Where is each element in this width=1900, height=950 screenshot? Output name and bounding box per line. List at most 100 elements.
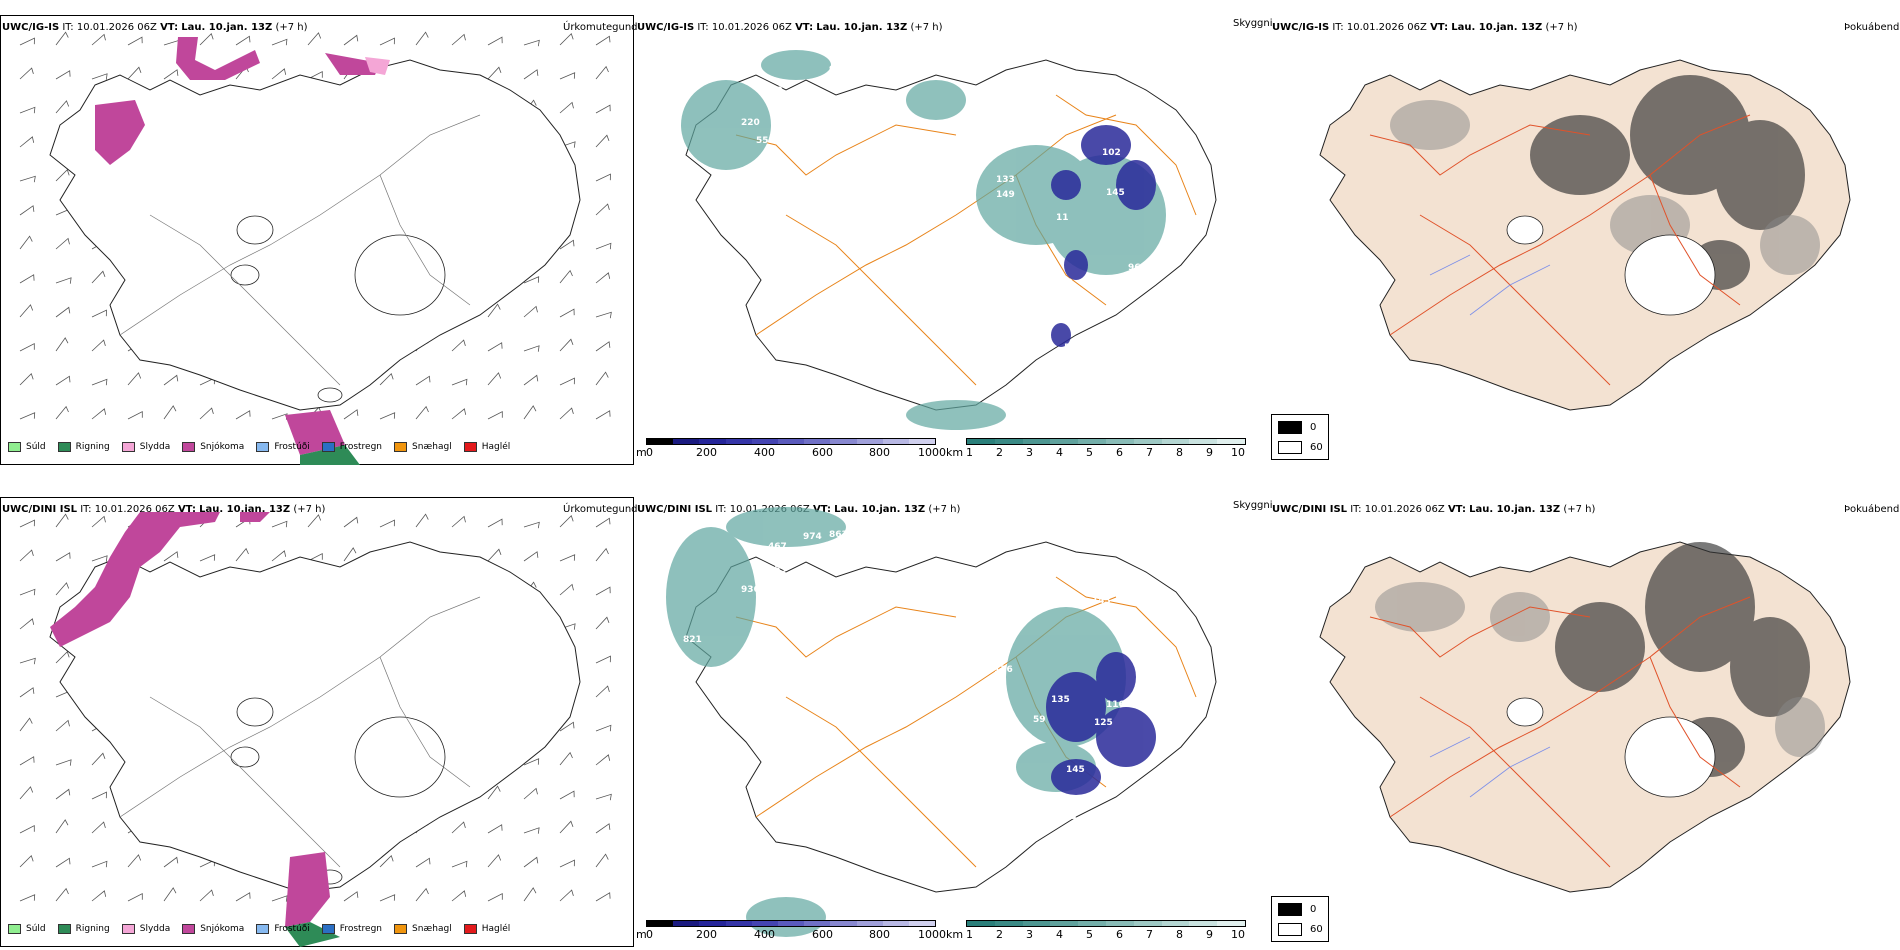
wind-barb-icon bbox=[523, 551, 539, 562]
wind-barb-icon bbox=[91, 378, 108, 386]
wind-barb-icon bbox=[91, 73, 108, 80]
wind-barb-icon bbox=[343, 547, 357, 562]
panel-header: UWC/IG-IS IT: 10.01.2026 06Z VT: Lau. 10… bbox=[637, 22, 943, 33]
wind-barb-icon bbox=[487, 854, 502, 868]
wind-barb-icon bbox=[163, 551, 179, 562]
roads bbox=[119, 114, 481, 386]
wind-barb-icon bbox=[487, 785, 501, 800]
vis-value-label: 153 bbox=[768, 565, 787, 575]
iceland-outline bbox=[49, 59, 581, 411]
wind-barb-icon bbox=[595, 892, 611, 902]
wind-barb-icon bbox=[91, 860, 108, 868]
wind-barb-icon bbox=[487, 66, 502, 80]
wind-barb-icon bbox=[595, 371, 609, 386]
wind-barb-icon bbox=[559, 721, 575, 732]
wind-barb-icon bbox=[91, 821, 106, 834]
wind-barb-icon bbox=[559, 101, 574, 114]
wind-barb-icon bbox=[379, 519, 395, 528]
wind-barb-icon bbox=[55, 375, 71, 386]
wind-barb-icon bbox=[271, 68, 287, 80]
wind-barb-icon bbox=[559, 859, 575, 868]
legend-swatch bbox=[57, 442, 71, 452]
visibility-map-row1: 966 289 323 220 559 111 98 102 133 149 1… bbox=[681, 50, 1217, 430]
wind-barb-icon bbox=[271, 895, 288, 902]
legend-swatch bbox=[256, 924, 270, 934]
wind-barb-icon bbox=[559, 820, 574, 834]
vis-value-label: 130 bbox=[1101, 530, 1120, 540]
wind-barb-icon bbox=[91, 890, 107, 902]
precip-type-legend: Súld Rigning Slydda Snjókoma Frostúði Fr… bbox=[8, 924, 522, 934]
wind-barb-icon bbox=[55, 552, 71, 562]
panel-header: UWC/DINI ISL IT: 10.01.2026 06Z VT: Lau.… bbox=[2, 504, 326, 515]
glaciers bbox=[230, 215, 446, 403]
wind-barb-icon bbox=[19, 274, 35, 284]
precip-rain-area bbox=[300, 445, 360, 465]
wind-barb-icon bbox=[55, 306, 71, 318]
wind-barb-icon bbox=[163, 887, 177, 902]
wind-barb-icon bbox=[523, 345, 540, 352]
wind-barb-icon bbox=[559, 338, 574, 352]
vis-value-label: 133 bbox=[996, 175, 1015, 185]
vis-value-label: 936 bbox=[741, 585, 760, 595]
panel-title: Þokuábendi bbox=[1844, 22, 1900, 33]
wind-barb-icon bbox=[523, 305, 538, 318]
legend-item-sudl: Súld bbox=[8, 924, 46, 934]
wind-barb-icon bbox=[343, 891, 359, 902]
wind-barb-icon bbox=[199, 554, 216, 562]
wind-barb-icon bbox=[55, 857, 71, 868]
legend-item-frostregn: Frostregn bbox=[321, 442, 382, 452]
wind-barb-icon bbox=[559, 751, 573, 766]
colorbar-km-bar bbox=[966, 438, 1246, 445]
wind-barb-icon bbox=[523, 856, 539, 868]
vis-value-label: 22 bbox=[1066, 298, 1079, 308]
wind-barb-icon bbox=[487, 548, 502, 562]
roads-orange bbox=[735, 94, 1197, 386]
wind-barb-icon bbox=[19, 687, 35, 698]
wind-barb-icon bbox=[487, 342, 503, 352]
wind-barb-icon bbox=[163, 39, 180, 47]
wind-barb-icon bbox=[595, 134, 610, 148]
wind-barb-icon bbox=[271, 520, 288, 528]
wind-barb-icon bbox=[19, 67, 34, 80]
wind-barb-icon bbox=[559, 407, 574, 420]
panel-title: Þokuábendi bbox=[1844, 504, 1900, 515]
wind-barb-icon bbox=[55, 277, 72, 284]
vis-value-label: 863 bbox=[829, 530, 848, 540]
wind-barb-icon bbox=[91, 752, 106, 766]
vis-value-label: 73 bbox=[1064, 812, 1077, 822]
wind-barb-icon bbox=[19, 106, 36, 114]
wind-barb-icon bbox=[415, 375, 431, 386]
legend-item-haglel: Haglél bbox=[463, 924, 510, 934]
wind-barb-icon bbox=[595, 547, 609, 562]
panel-header: UWC/IG-IS IT: 10.01.2026 06Z VT: Lau. 10… bbox=[2, 22, 308, 33]
wind-barb-icon bbox=[559, 72, 576, 80]
colorbar-km-bar bbox=[966, 920, 1246, 927]
vis-value-label: 149 bbox=[996, 190, 1015, 200]
wind-barb-icon bbox=[487, 411, 503, 420]
wind-barb-icon bbox=[559, 308, 575, 318]
wind-barb-icon bbox=[55, 819, 69, 834]
vis-value-label: 98 bbox=[946, 153, 959, 163]
wind-barb-icon bbox=[55, 168, 70, 182]
fog-map-row2 bbox=[1319, 541, 1851, 893]
rivers bbox=[1429, 254, 1551, 316]
wind-barb-icon bbox=[559, 514, 574, 528]
colorbar-m-bar bbox=[646, 438, 936, 445]
vis-value-label: 220 bbox=[741, 118, 760, 128]
wind-barb-icon bbox=[595, 793, 612, 801]
wind-barb-icon bbox=[523, 521, 540, 529]
fog-legend-box: 0 60 bbox=[1271, 414, 1329, 460]
precip-sleet-area bbox=[365, 57, 390, 75]
vis-m-areas bbox=[1046, 652, 1156, 795]
panel-title: Skyggni bbox=[1233, 500, 1273, 511]
precip-map-row1 bbox=[19, 31, 612, 465]
wind-barb-icon bbox=[91, 515, 106, 528]
wind-barb-icon bbox=[19, 549, 34, 562]
fog-legend-swatch bbox=[1278, 903, 1302, 916]
legend-item-snjokoma: Snjókoma bbox=[182, 442, 244, 452]
wind-barb-icon bbox=[451, 860, 468, 868]
wind-barb-icon bbox=[595, 272, 611, 284]
wind-barb-icon bbox=[415, 887, 429, 902]
wind-barb-icon bbox=[595, 104, 611, 114]
wind-barb-icon bbox=[55, 100, 70, 114]
